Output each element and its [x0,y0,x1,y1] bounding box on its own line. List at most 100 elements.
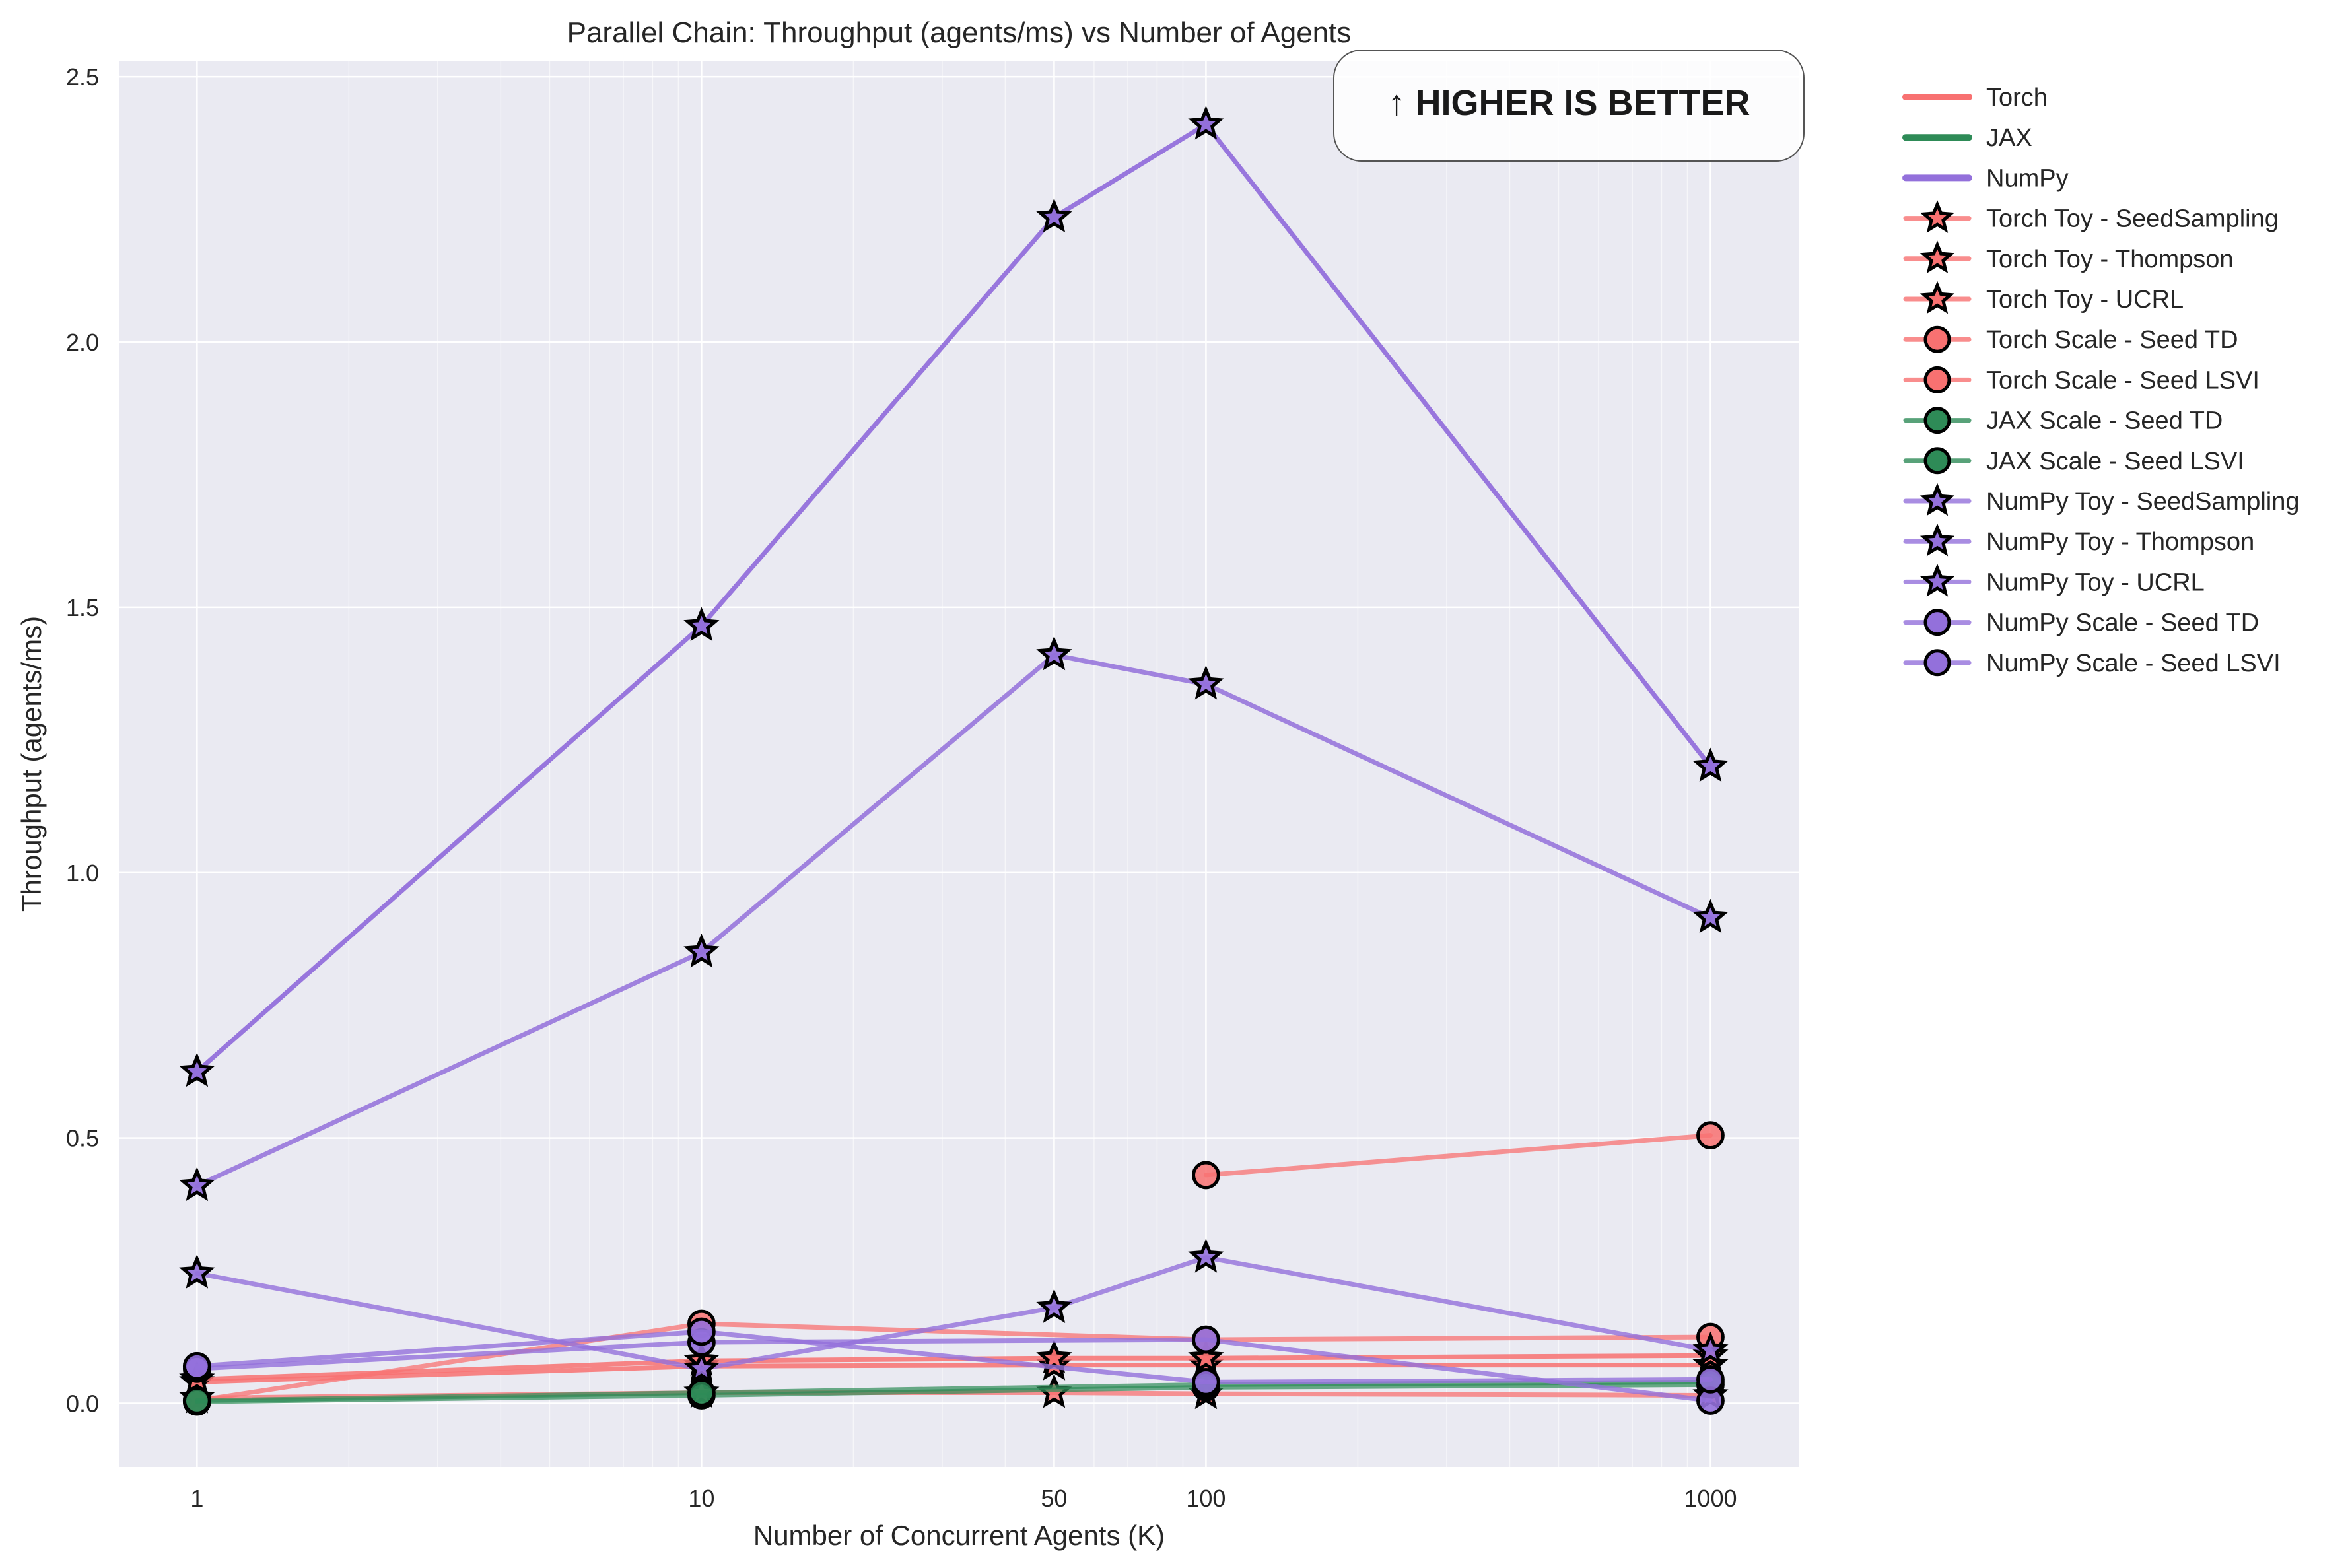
legend-marker [1923,325,1951,353]
data-point [1188,1339,1224,1374]
legend-item: JAX Scale - Seed TD [1903,407,2223,435]
data-point [1036,1289,1072,1323]
legend-marker [1923,649,1951,677]
legend-item: JAX Scale - Seed LSVI [1903,447,2244,475]
legend-marker [1919,200,1955,233]
data-point [1188,105,1224,140]
data-point [1192,1325,1220,1354]
data-point [687,1379,716,1407]
series-numpy-toy-seedsampling [179,1239,1729,1384]
data-point [1192,1161,1220,1190]
data-point [179,1167,215,1202]
legend-label: Torch [1986,84,2048,112]
data-point [1036,198,1072,233]
legend-label: NumPy Toy - SeedSampling [1986,488,2300,516]
annotation-box: ↑ HIGHER IS BETTER [1333,50,1805,162]
y-tick-label: 1.5 [66,594,99,621]
data-point [1192,1367,1220,1396]
legend-item: NumPy Scale - Seed TD [1903,609,2259,637]
data-point [1036,636,1072,671]
series-line [1203,1133,1713,1178]
x-axis-label: Number of Concurrent Agents (K) [753,1520,1165,1551]
legend-marker [1923,366,1951,393]
data-point [1696,1121,1725,1150]
legend-marker [1923,447,1951,475]
x-tick-label: 100 [1186,1485,1226,1512]
legend-marker [1919,281,1955,314]
legend-item: Torch Toy - SeedSampling [1903,200,2279,233]
data-point [1692,747,1729,782]
series-numpy-toy-thompson [179,636,1729,1202]
y-tick-label: 1.0 [66,860,99,887]
series-line [194,1321,1713,1404]
series-torch-scale-seed-td [1192,1121,1725,1190]
legend-label: NumPy Scale - Seed TD [1986,609,2259,637]
y-tick-label: 2.0 [66,329,99,356]
legend-item: Torch Scale - Seed TD [1903,325,2238,354]
legend-item: NumPy Toy - UCRL [1903,563,2205,597]
data-point [1692,899,1729,934]
legend-marker [1919,523,1955,557]
series-layer [179,105,1729,1416]
series-line [194,1379,1713,1404]
legend-item: NumPy Scale - Seed LSVI [1903,649,2281,677]
data-point [687,1317,716,1346]
x-tick-label: 1000 [1684,1485,1737,1512]
data-point [1696,1365,1725,1394]
legend-item: Torch Scale - Seed LSVI [1903,366,2260,394]
legend-item: JAX [1902,124,2032,152]
data-point [182,1386,211,1415]
legend-marker [1919,563,1955,597]
x-tick-label: 10 [688,1485,714,1512]
data-point [1692,1331,1729,1366]
legend-item: Torch [1902,84,2048,112]
data-point [683,933,720,968]
data-point [179,1254,215,1289]
legend-item: Torch Toy - UCRL [1903,281,2184,314]
legend-label: JAX [1986,124,2032,152]
legend-item: NumPy Toy - Thompson [1903,523,2254,557]
annotation-frame [1333,50,1805,162]
series-line [194,1337,1713,1404]
data-point [683,607,720,642]
y-axis-label: Throughput (agents/ms) [16,616,47,912]
series-line [194,1329,1713,1384]
data-point [1188,665,1224,700]
legend-label: NumPy [1986,164,2069,192]
y-tick-label: 2.5 [66,63,99,90]
chart-title: Parallel Chain: Throughput (agents/ms) v… [567,17,1352,49]
series-numpy-toy-ucrl [179,105,1729,1087]
legend-label: NumPy Toy - UCRL [1986,568,2205,596]
axes: 1 10 50 100 1000 0.0 0.5 1.0 1.5 2.0 2.5 [66,63,1737,1512]
legend-item: Torch Toy - Thompson [1903,240,2234,274]
legend-item: NumPy Toy - SeedSampling [1903,483,2300,516]
legend-marker [1919,483,1955,516]
legend-marker [1923,407,1951,434]
legend-label: Torch Toy - Thompson [1986,246,2234,273]
data-point [1188,1239,1224,1273]
annotation-text: ↑ HIGHER IS BETTER [1387,83,1750,123]
legend-label: Torch Scale - Seed TD [1986,326,2238,354]
y-tick-label: 0.5 [66,1125,99,1152]
legend-label: NumPy Toy - Thompson [1986,528,2254,556]
plot-area [119,61,1799,1467]
legend-label: JAX Scale - Seed LSVI [1986,448,2244,475]
data-point [683,1349,720,1384]
legend-label: Torch Scale - Seed LSVI [1986,366,2260,394]
y-tick-label: 0.0 [66,1390,99,1417]
data-point [182,1351,211,1381]
legend-marker [1923,609,1951,636]
x-tick-label: 50 [1041,1485,1067,1512]
legend-label: NumPy Scale - Seed LSVI [1986,650,2281,677]
series-numpy-scale-seed-lsvi [182,1317,1725,1396]
legend-item: NumPy [1902,164,2069,192]
legend-label: Torch Toy - SeedSampling [1986,205,2279,233]
data-point [179,1052,215,1087]
legend-label: Torch Toy - UCRL [1986,286,2184,314]
legend-label: JAX Scale - Seed TD [1986,407,2223,435]
x-tick-label: 1 [190,1485,203,1512]
legend-marker [1919,240,1955,274]
legend: Torch JAX NumPy Torch Toy - SeedSampling Tor… [1902,84,2300,677]
